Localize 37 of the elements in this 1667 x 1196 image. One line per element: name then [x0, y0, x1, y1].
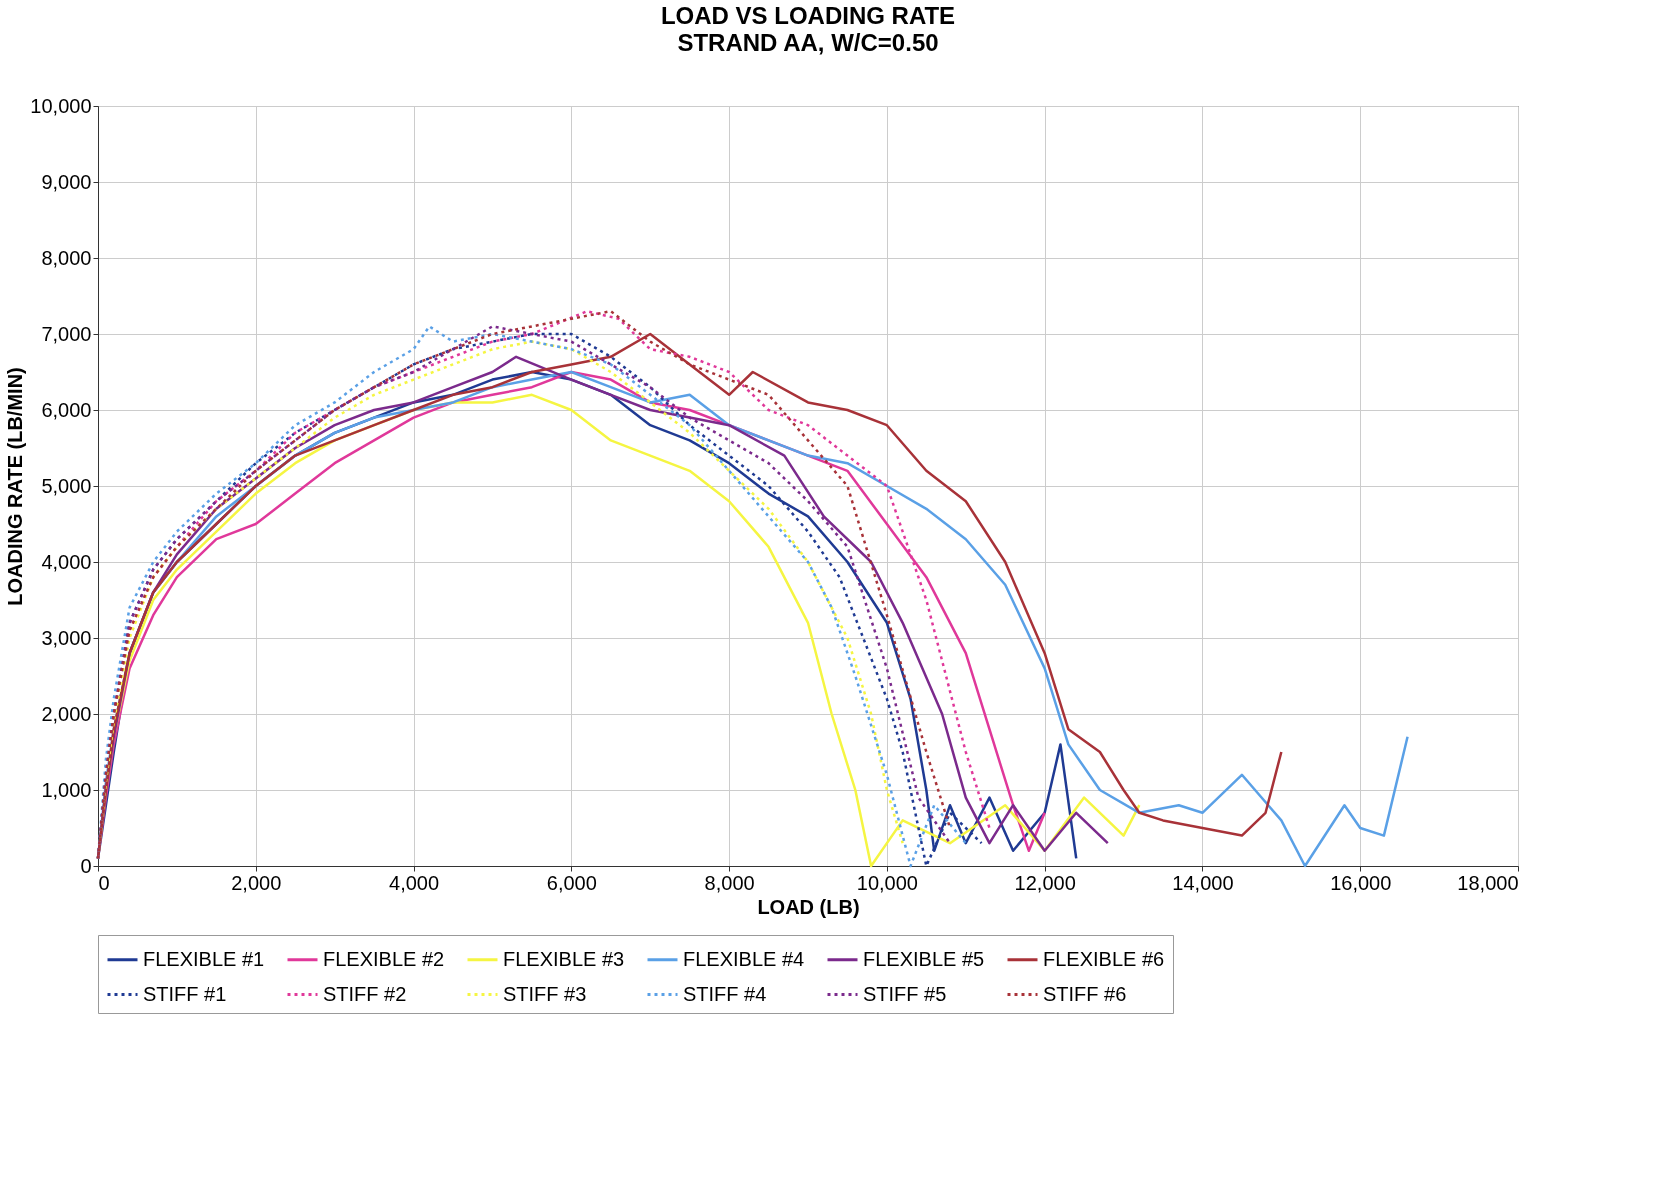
x-tick-label: 6,000 — [546, 871, 597, 894]
legend-label: STIFF #1 — [143, 982, 227, 1005]
y-tick-label: 3,000 — [41, 626, 92, 649]
legend-label: FLEXIBLE #2 — [323, 947, 445, 970]
chart-title: LOAD VS LOADING RATE — [660, 2, 956, 29]
x-tick-label: 0 — [98, 871, 110, 894]
x-tick-label: 12,000 — [1014, 871, 1076, 894]
x-tick-label: 14,000 — [1172, 871, 1234, 894]
legend-label: FLEXIBLE #6 — [1043, 947, 1165, 970]
x-tick-label: 18,000 — [1457, 871, 1519, 894]
x-axis-title: LOAD (LB) — [757, 895, 860, 918]
legend-label: STIFF #5 — [863, 982, 947, 1005]
x-tick-label: 4,000 — [389, 871, 440, 894]
y-tick-label: 1,000 — [41, 778, 92, 801]
y-tick-label: 10,000 — [30, 94, 92, 117]
legend-label: FLEXIBLE #4 — [683, 947, 805, 970]
y-tick-label: 6,000 — [41, 398, 92, 421]
legend-label: STIFF #3 — [503, 982, 587, 1005]
legend-label: STIFF #6 — [1043, 982, 1127, 1005]
x-tick-label: 8,000 — [704, 871, 755, 894]
x-tick-label: 10,000 — [856, 871, 918, 894]
legend-label: STIFF #2 — [323, 982, 407, 1005]
legend-label: FLEXIBLE #5 — [863, 947, 985, 970]
x-tick-label: 16,000 — [1330, 871, 1392, 894]
legend-label: FLEXIBLE #1 — [143, 947, 265, 970]
y-tick-label: 0 — [80, 854, 92, 877]
y-tick-label: 8,000 — [41, 246, 92, 269]
legend-label: FLEXIBLE #3 — [503, 947, 625, 970]
y-tick-label: 4,000 — [41, 550, 92, 573]
y-tick-label: 2,000 — [41, 702, 92, 725]
y-axis-title: LOADING RATE (LB/MIN) — [4, 367, 27, 606]
y-tick-label: 9,000 — [41, 170, 92, 193]
chart-subtitle: STRAND AA, W/C=0.50 — [677, 29, 939, 56]
legend-label: STIFF #4 — [683, 982, 767, 1005]
y-tick-label: 7,000 — [41, 322, 92, 345]
y-tick-label: 5,000 — [41, 474, 92, 497]
x-tick-label: 2,000 — [231, 871, 282, 894]
